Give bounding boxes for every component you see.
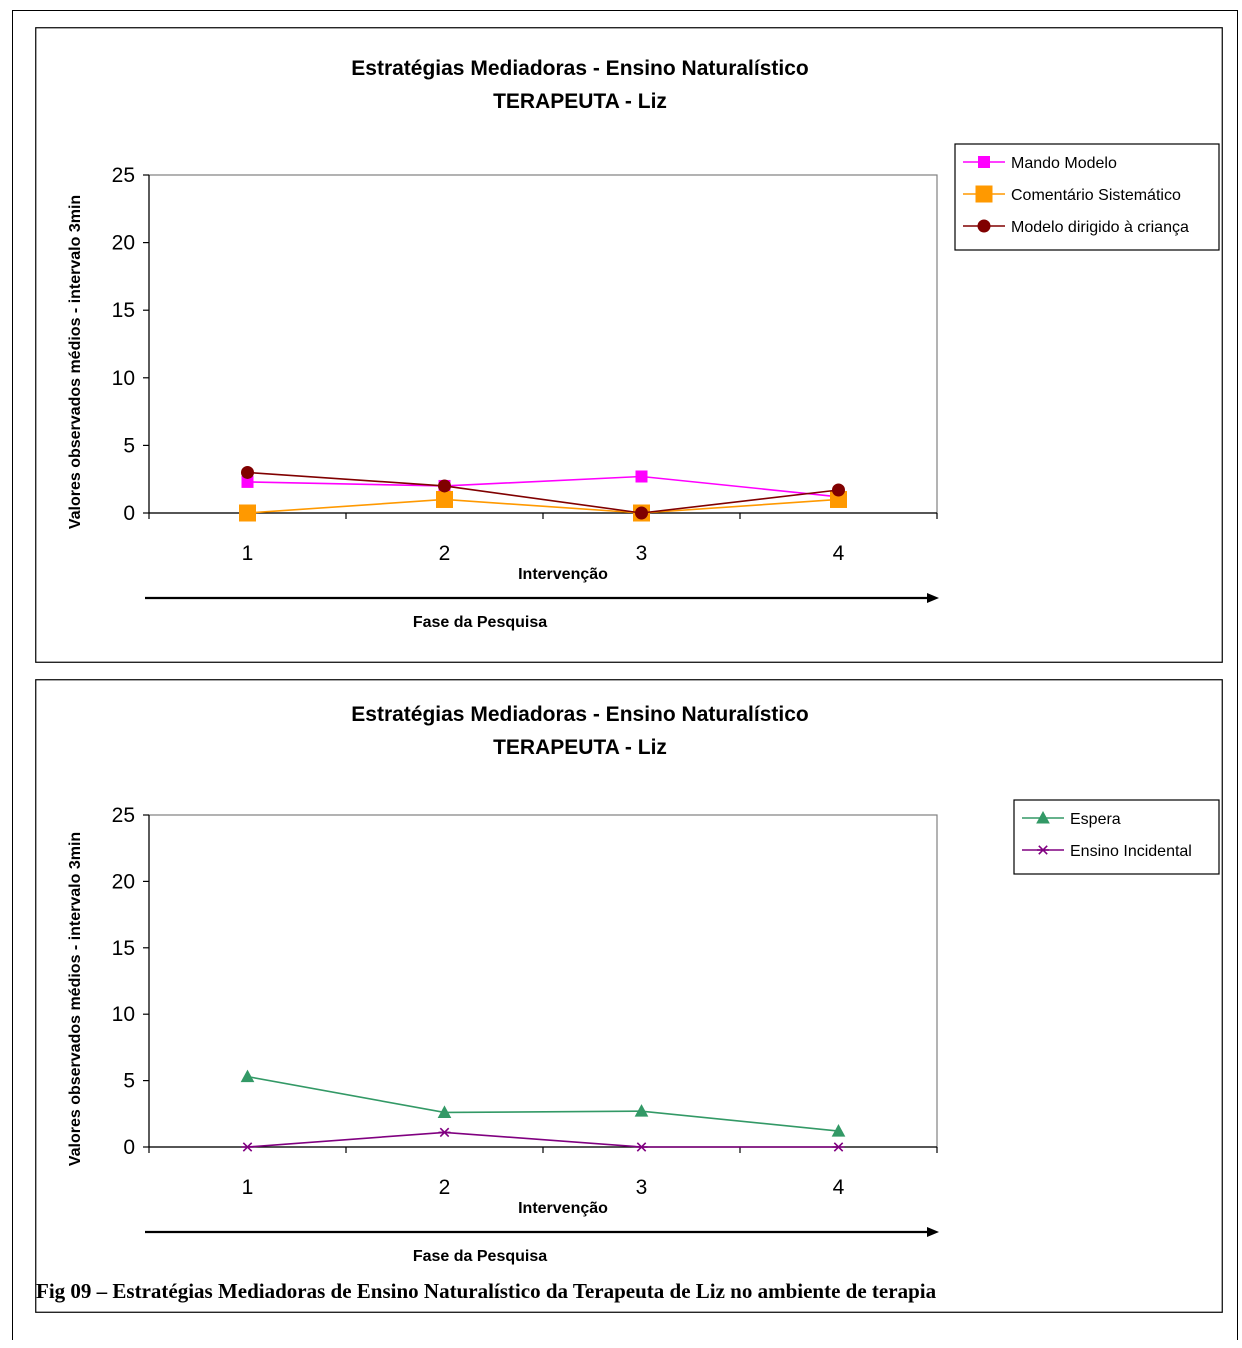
data-point [438, 1127, 451, 1138]
data-point [634, 1104, 649, 1117]
legend-marker [978, 156, 990, 168]
legend-entry: Espera [1022, 810, 1121, 828]
y-axis-label: Valores observados médios - intervalo 3m… [67, 832, 84, 1166]
data-point [832, 483, 845, 497]
series-line [247, 1131, 839, 1148]
y-tick-label: 25 [112, 804, 135, 827]
phase-arrow-head [927, 1227, 939, 1237]
series-2 [241, 1127, 845, 1152]
legend-label: Modelo dirigido à criança [1011, 219, 1189, 236]
data-point [635, 470, 648, 483]
y-tick-label: 15 [112, 299, 135, 322]
data-point [241, 465, 254, 479]
y-tick-label: 0 [123, 1136, 135, 1159]
legend-entry: Comentário Sistemático [963, 185, 1181, 204]
chart-1: Estratégias Mediadoras - Ensino Naturalí… [35, 27, 1223, 663]
legend-label: Espera [1070, 811, 1121, 828]
legend-marker [975, 185, 993, 203]
x-tick-label: 4 [833, 1176, 845, 1199]
legend-marker [1037, 845, 1049, 855]
chart-subtitle: TERAPEUTA - Liz [493, 90, 667, 113]
legend-box [1013, 799, 1220, 875]
y-tick-label: 5 [123, 434, 135, 457]
legend-label: Ensino Incidental [1070, 843, 1192, 860]
series-line [247, 471, 839, 514]
data-point [436, 490, 453, 508]
data-point [438, 479, 451, 493]
data-point [241, 1142, 254, 1152]
series-line [247, 1075, 839, 1132]
data-point [635, 506, 648, 520]
x-tick-label: 2 [439, 542, 451, 565]
x-tick-label: 4 [833, 542, 845, 565]
series-line [247, 498, 839, 514]
y-tick-label: 10 [112, 1003, 135, 1026]
data-point [437, 1105, 452, 1118]
legend-marker [977, 219, 991, 233]
chart-border [35, 27, 1223, 663]
data-point [239, 504, 256, 522]
chart-title: Estratégias Mediadoras - Ensino Naturalí… [351, 703, 808, 726]
x-tick-label: 2 [439, 1176, 451, 1199]
phase-label: Fase da Pesquisa [413, 1248, 547, 1265]
data-point [240, 1069, 255, 1083]
chart-border [35, 679, 1223, 1313]
chart-subtitle: TERAPEUTA - Liz [493, 736, 667, 759]
legend-marker [1036, 810, 1050, 824]
x-tick-label: 1 [242, 542, 254, 565]
x-axis-label: Intervenção [518, 566, 608, 583]
figure-frame [12, 10, 1238, 1340]
chart-title: Estratégias Mediadoras - Ensino Naturalí… [351, 57, 808, 80]
series-1 [240, 1069, 846, 1137]
phase-label: Fase da Pesquisa [413, 614, 547, 631]
figure-caption: Fig 09 – Estratégias Mediadoras de Ensin… [36, 1279, 937, 1303]
x-tick-label: 1 [242, 1176, 254, 1199]
data-point [832, 1142, 845, 1152]
x-axis-label: Intervenção [518, 1200, 608, 1217]
y-tick-label: 25 [112, 164, 135, 187]
data-point [635, 1142, 648, 1152]
y-axis-label: Valores observados médios - intervalo 3m… [67, 195, 84, 529]
series-line [247, 475, 839, 498]
chart-2: Estratégias Mediadoras - Ensino Naturalí… [35, 679, 1223, 1313]
y-tick-label: 0 [123, 502, 135, 525]
y-tick-label: 10 [112, 367, 135, 390]
legend-entry: Ensino Incidental [1022, 843, 1192, 860]
y-tick-label: 20 [112, 232, 135, 255]
y-tick-label: 5 [123, 1070, 135, 1093]
series-3 [241, 465, 845, 520]
legend-label: Mando Modelo [1011, 155, 1117, 172]
x-tick-label: 3 [636, 1176, 648, 1199]
y-tick-label: 15 [112, 937, 135, 960]
y-tick-label: 20 [112, 870, 135, 893]
legend-entry: Modelo dirigido à criança [963, 219, 1189, 236]
data-point [831, 1124, 846, 1137]
legend-entry: Mando Modelo [963, 155, 1117, 172]
x-tick-label: 3 [636, 542, 648, 565]
phase-arrow-head [927, 593, 939, 603]
legend-label: Comentário Sistemático [1011, 187, 1181, 204]
